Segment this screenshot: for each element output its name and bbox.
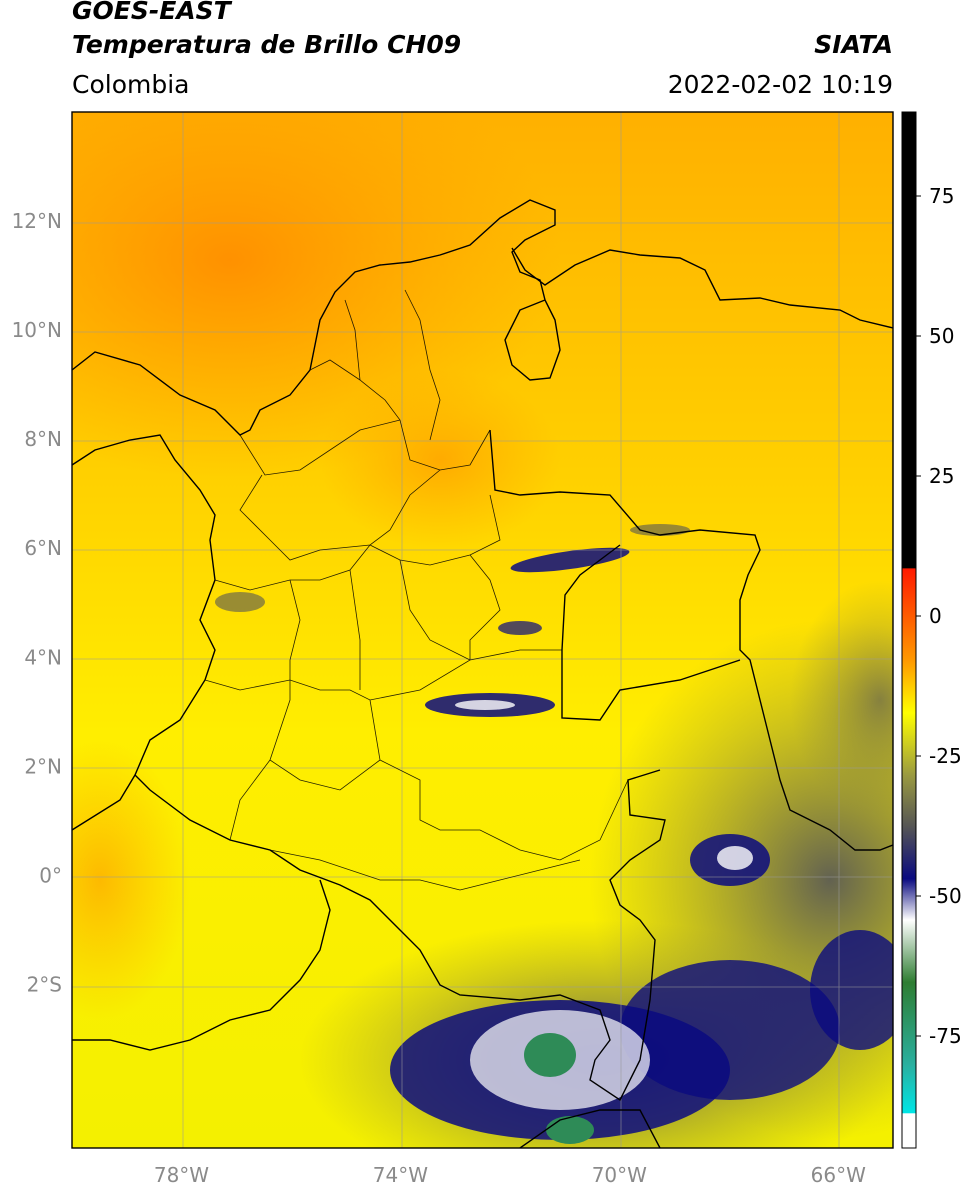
satellite-title: GOES-EAST (72, 0, 231, 25)
lat-tick-label: 0° (39, 863, 62, 887)
lat-tick-label: 6°N (24, 536, 62, 560)
colorbar-tick-label: -50 (929, 884, 962, 908)
country-borders (72, 199, 893, 1148)
colorbar (901, 111, 917, 1149)
product-title: Temperatura de Brillo CH09 (72, 30, 462, 59)
lat-tick-label: 10°N (12, 318, 62, 342)
region-label: Colombia (72, 70, 190, 99)
latitude-ticks: 12°N 10°N 8°N 6°N 4°N 2°N 0° 2°S (12, 209, 62, 996)
source-label: SIATA (814, 30, 893, 59)
colorbar-tick-label: 25 (929, 464, 954, 488)
lat-tick-label: 4°N (24, 645, 62, 669)
cold-cloud-tops (215, 524, 893, 1144)
department-borders (204, 289, 629, 891)
lon-tick-label: 70°W (592, 1163, 647, 1187)
colorbar-tick-label: -75 (929, 1024, 962, 1048)
colorbar-tick-label: -25 (929, 744, 962, 768)
lat-tick-label: 2°N (24, 754, 62, 778)
lat-tick-label: 12°N (12, 209, 62, 233)
lon-tick-label: 66°W (811, 1163, 866, 1187)
lat-tick-label: 2°S (27, 972, 62, 996)
lat-tick-label: 8°N (24, 427, 62, 451)
temperature-field (72, 112, 893, 1148)
map-frame (71, 111, 894, 1149)
longitude-ticks: 78°W 74°W 70°W 66°W (154, 1163, 866, 1187)
map-gridlines (72, 112, 893, 1148)
lon-tick-label: 78°W (154, 1163, 209, 1187)
colorbar-tick-label: 75 (929, 184, 954, 208)
colorbar-tick-label: 0 (929, 604, 942, 628)
colorbar-tick-label: 50 (929, 324, 954, 348)
colorbar-ticks: 75 50 25 0 -25 -50 -75 (916, 184, 962, 1048)
timestamp: 2022-02-02 10:19 (667, 70, 893, 99)
lon-tick-label: 74°W (373, 1163, 428, 1187)
